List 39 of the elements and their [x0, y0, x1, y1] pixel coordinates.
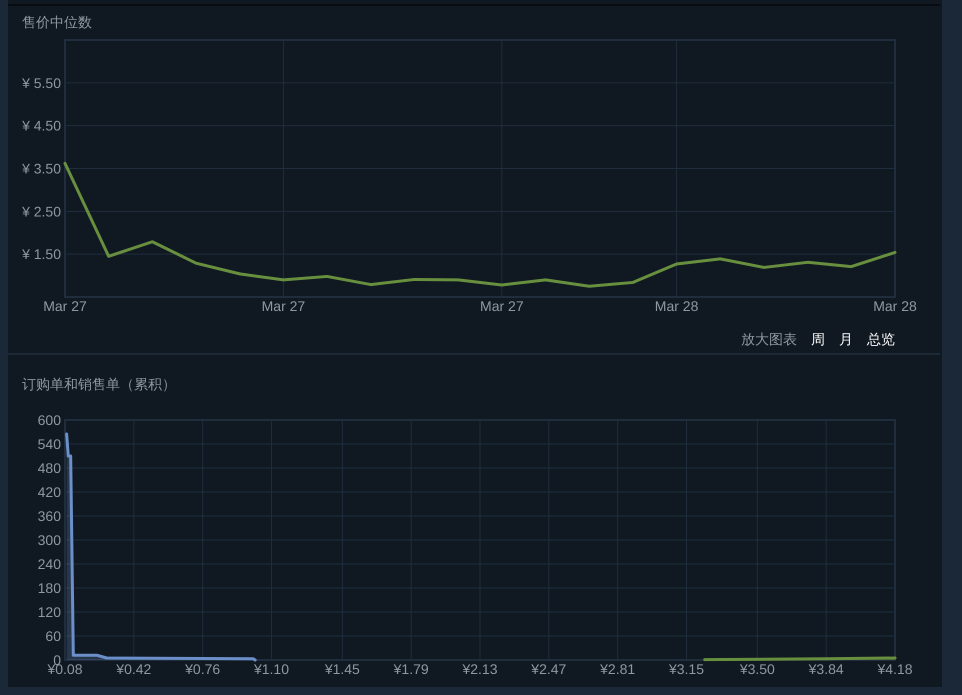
x-tick-label: ¥2.13	[461, 661, 498, 677]
x-tick-label: ¥3.84	[808, 661, 844, 677]
y-tick-label: ¥ 4.50	[21, 118, 62, 134]
x-tick-label: Mar 27	[43, 298, 87, 314]
text: 月	[839, 331, 853, 347]
y-tick-label: 600	[38, 412, 62, 428]
x-tick-label: Mar 27	[480, 298, 524, 314]
y-tick-label: 60	[45, 628, 62, 644]
x-tick-label: ¥0.76	[184, 661, 220, 677]
y-tick-label: 300	[38, 532, 62, 548]
line-series	[64, 162, 896, 288]
y-tick-label: 540	[38, 436, 62, 452]
x-tick-label: ¥3.15	[668, 661, 704, 677]
y-tick-label: 120	[38, 604, 62, 620]
y-tick-label: 180	[38, 580, 62, 596]
x-tick-label: Mar 27	[262, 298, 306, 314]
y-tick-label: ¥ 1.50	[21, 246, 62, 262]
x-tick-label: ¥1.45	[324, 661, 360, 677]
x-tick-label: ¥0.42	[115, 661, 152, 677]
y-tick-label: 360	[38, 508, 62, 524]
x-tick-label: ¥1.79	[392, 661, 429, 677]
y-tick-label: ¥ 5.50	[21, 74, 62, 91]
x-tick-label: ¥4.18	[876, 661, 913, 677]
y-tick-label: ¥ 2.50	[21, 203, 62, 220]
x-tick-label: ¥3.50	[738, 661, 776, 677]
chart-title: 订购单和销售单（累积）	[22, 376, 176, 392]
text: 总览	[866, 331, 895, 347]
x-tick-label: Mar 28	[873, 298, 917, 314]
y-tick-label: ¥ 3.50	[21, 160, 62, 176]
y-tick-label: 480	[38, 460, 62, 476]
x-tick-label: Mar 28	[654, 298, 699, 314]
text: 周	[811, 331, 825, 347]
x-tick-label: ¥2.47	[530, 661, 567, 677]
x-tick-label: ¥2.81	[599, 661, 636, 677]
x-tick-label: ¥1.10	[252, 661, 290, 677]
chart-title: 售价中位数	[22, 14, 92, 30]
text: 放大图表	[741, 331, 797, 347]
y-tick-label: 240	[38, 556, 62, 572]
y-tick-label: 420	[38, 484, 62, 500]
